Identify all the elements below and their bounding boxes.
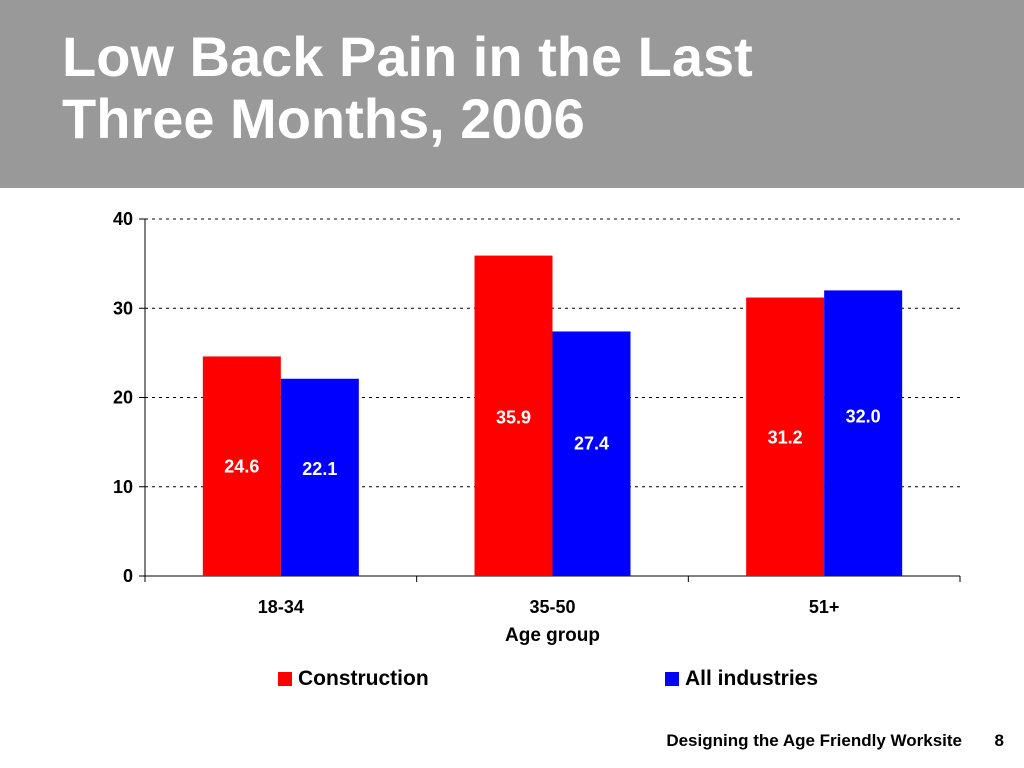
- y-tick-label-20: 20: [113, 388, 133, 408]
- legend-label-construction: Construction: [298, 667, 429, 690]
- bar-label-construction-51+: 31.2: [768, 428, 803, 448]
- legend-item-construction: Construction: [278, 667, 429, 691]
- bar-chart: 0 10 20 30 40 24.6 22.1 18-34 35.9 27.4 35-50 31.2 3…: [113, 209, 961, 646]
- x-axis-title: Age group: [505, 625, 600, 646]
- legend-item-all-industries: All industries: [665, 667, 818, 691]
- bar-construction-18-34: [202, 356, 281, 576]
- x-tick-label-35-50: 35-50: [529, 597, 575, 617]
- y-tick-label-30: 30: [113, 298, 133, 318]
- footer-text: Designing the Age Friendly Worksite: [666, 731, 962, 750]
- bar-all-industries-51+: [824, 290, 903, 576]
- bar-label-all-industries-18-34: 22.1: [302, 459, 337, 479]
- legend-label-all-industries: All industries: [685, 667, 819, 690]
- bar-construction-51+: [746, 297, 825, 576]
- slide-title: Low Back Pain in the Last Three Months, …: [62, 25, 753, 150]
- y-tick-label-40: 40: [113, 209, 133, 229]
- bar-label-construction-18-34: 24.6: [224, 456, 259, 476]
- x-tick-label-51+: 51+: [809, 597, 840, 617]
- bar-all-industries-35-50: [552, 331, 631, 576]
- bar-label-all-industries-51+: 32.0: [846, 406, 881, 426]
- bar-label-all-industries-35-50: 27.4: [574, 433, 609, 453]
- bar-label-construction-35-50: 35.9: [496, 408, 531, 428]
- legend-swatch-all-industries: [665, 672, 679, 686]
- title-bar: Low Back Pain in the Last Three Months, …: [0, 0, 1024, 188]
- chart-legend: Construction All industries: [0, 667, 1024, 695]
- x-tick-label-18-34: 18-34: [258, 597, 304, 617]
- y-tick-label-10: 10: [113, 477, 133, 497]
- slide-footer: Designing the Age Friendly Worksite 8: [0, 728, 1024, 756]
- bar-all-industries-18-34: [280, 378, 359, 576]
- bar-construction-35-50: [474, 255, 553, 576]
- y-tick-label-0: 0: [123, 566, 133, 586]
- legend-swatch-construction: [278, 672, 292, 686]
- page-number: 8: [994, 731, 1004, 750]
